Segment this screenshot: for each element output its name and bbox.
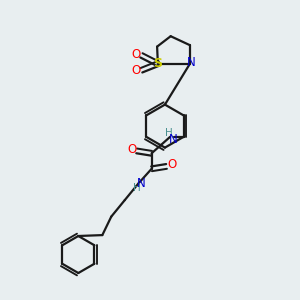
- Text: O: O: [167, 158, 176, 171]
- Text: H: H: [133, 183, 140, 193]
- Text: N: N: [137, 177, 146, 190]
- Text: N: N: [169, 133, 178, 146]
- Text: O: O: [127, 143, 136, 156]
- Text: S: S: [153, 57, 162, 70]
- Text: N: N: [187, 56, 196, 69]
- Text: O: O: [131, 48, 141, 61]
- Text: O: O: [131, 64, 141, 77]
- Text: H: H: [165, 128, 172, 138]
